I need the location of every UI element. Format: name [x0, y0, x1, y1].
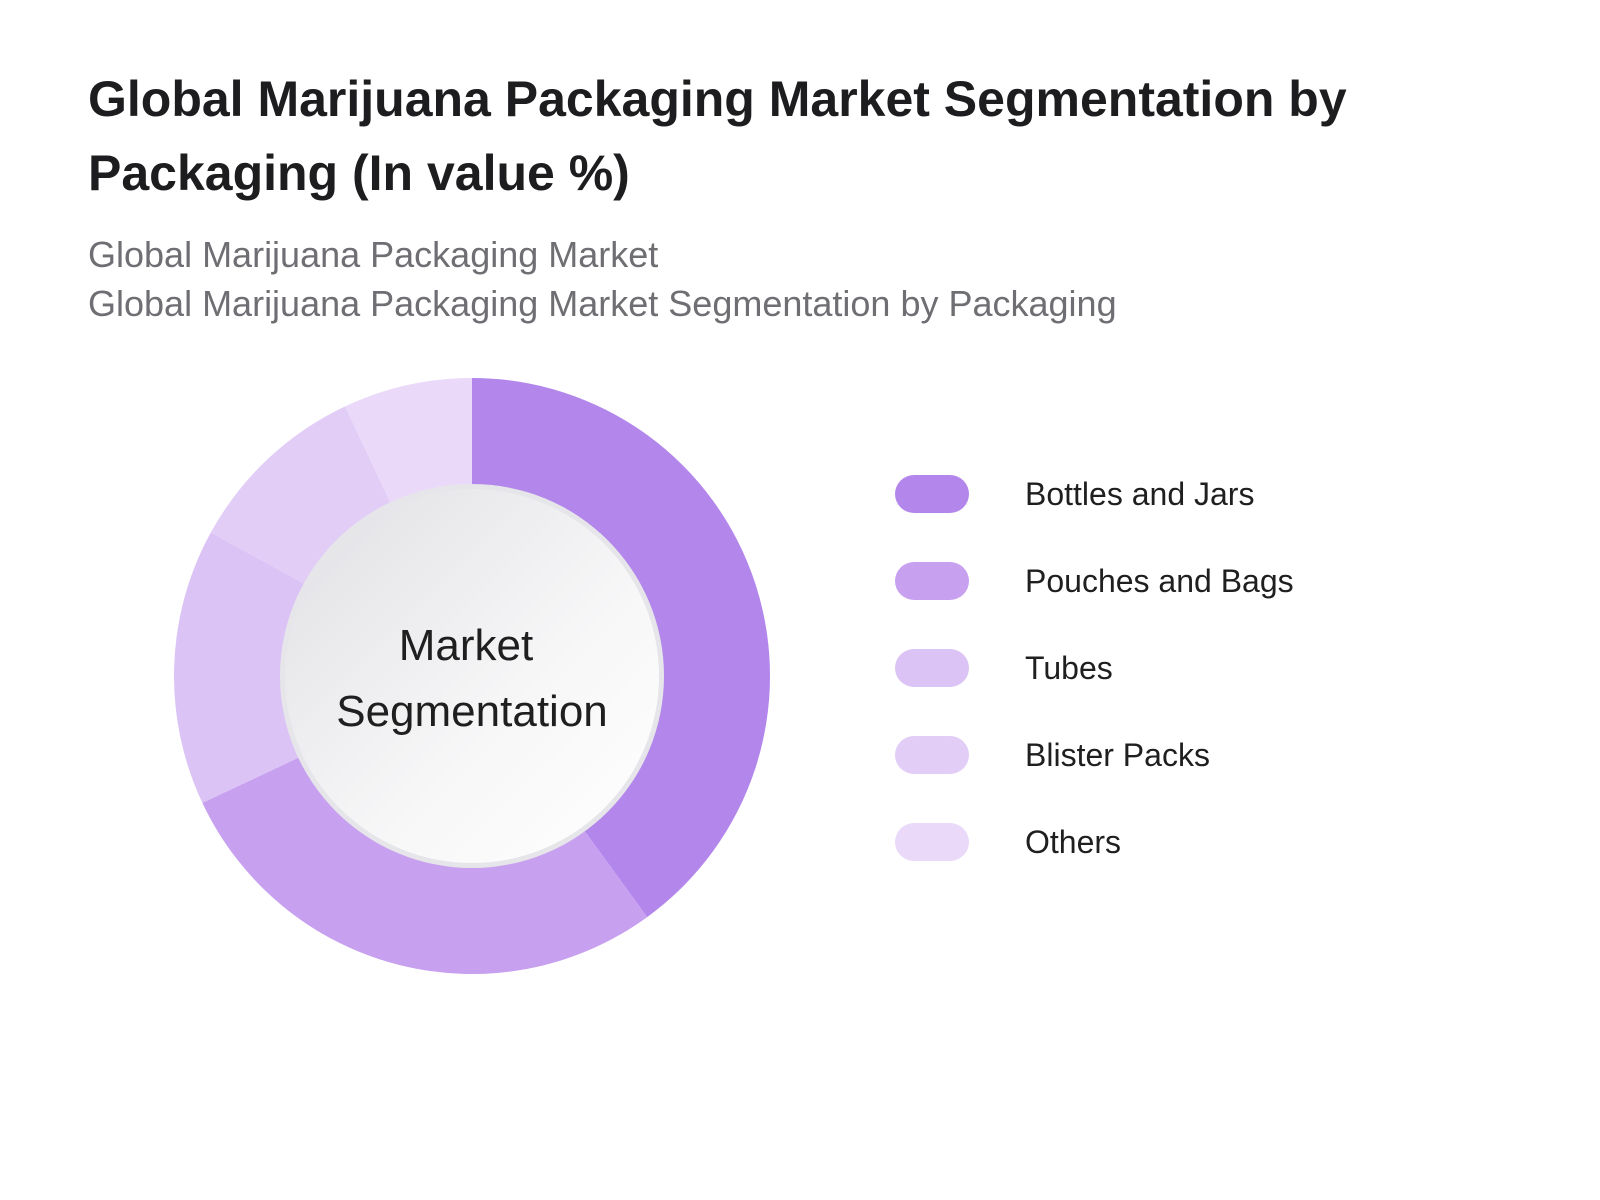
legend-item-others: Others [895, 823, 1415, 910]
legend-item-pouches-and-bags: Pouches and Bags [895, 562, 1415, 649]
legend-item-tubes: Tubes [895, 649, 1415, 736]
chart-subtitle-market: Global Marijuana Packaging Market [88, 234, 659, 275]
legend-swatch [895, 649, 969, 687]
legend-swatch [895, 562, 969, 600]
legend-label: Bottles and Jars [1025, 476, 1255, 512]
legend-swatch [895, 823, 969, 861]
center-label-line-1: Market [399, 621, 533, 670]
legend: Bottles and Jars Pouches and Bags Tubes … [895, 475, 1415, 910]
legend-swatch [895, 475, 969, 513]
center-label-line-2: Segmentation [336, 687, 608, 736]
donut-slice-pouches-and-bags [202, 756, 648, 974]
legend-label: Pouches and Bags [1025, 563, 1294, 599]
donut-slice-blister-packs [210, 406, 392, 585]
donut-slice-tubes [174, 532, 306, 803]
legend-label: Blister Packs [1025, 737, 1210, 773]
donut-center-disc [285, 489, 659, 863]
legend-label: Tubes [1025, 650, 1113, 686]
donut-slices [174, 378, 771, 974]
legend-label: Others [1025, 824, 1122, 860]
chart-subtitle-segmentation: Global Marijuana Packaging Market Segmen… [88, 283, 1117, 324]
chart-title: Global Marijuana Packaging Market Segmen… [88, 71, 1347, 201]
legend-item-blister-packs: Blister Packs [895, 736, 1415, 823]
donut-slice-bottles-and-jars [472, 378, 771, 918]
legend-swatch [895, 736, 969, 774]
legend-item-bottles-and-jars: Bottles and Jars [895, 475, 1415, 562]
donut-slice-others [345, 378, 472, 505]
